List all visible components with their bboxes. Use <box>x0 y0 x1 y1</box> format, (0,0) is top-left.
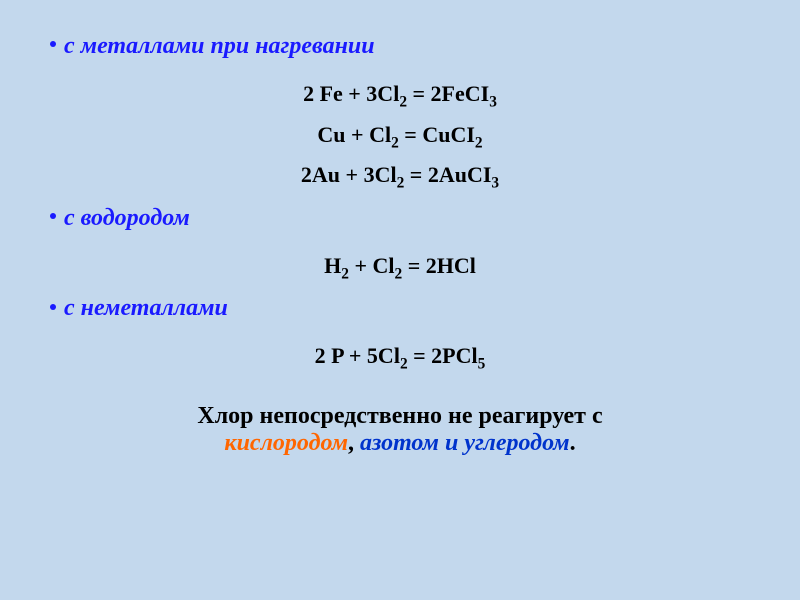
equation-block-metals: 2 Fe + 3Cl2 = 2FeCI3 Cu + Cl2 = CuCI2 2A… <box>50 75 750 197</box>
equation-block-nonmetals: 2 P + 5Cl2 = 2PCl5 <box>50 337 750 378</box>
footer-period: . <box>570 430 576 456</box>
equation-line: H2 + Cl2 = 2HCl <box>50 247 750 288</box>
equation-line: 2 P + 5Cl2 = 2PCl5 <box>50 337 750 378</box>
footer-statement: Хлор непосредственно не реагирует с кисл… <box>50 403 750 457</box>
header-text-hydrogen: с водородом <box>64 205 190 231</box>
section-header-nonmetals: с неметаллами <box>50 295 750 322</box>
equation-h2: H2 + Cl2 = 2HCl <box>50 247 750 288</box>
section-header-hydrogen: с водородом <box>50 205 750 232</box>
bullet-icon <box>50 213 56 219</box>
equation-line: 2 Fe + 3Cl2 = 2FeCI3 Cu + Cl2 = CuCI2 2A… <box>50 75 750 197</box>
header-text-nonmetals: с неметаллами <box>64 295 228 321</box>
equation-cu: Cu + Cl2 = CuCI2 <box>50 116 750 157</box>
footer-and: и <box>439 430 464 456</box>
equation-fe: 2 Fe + 3Cl2 = 2FeCI3 <box>50 75 750 116</box>
bullet-icon <box>50 41 56 47</box>
equation-p: 2 P + 5Cl2 = 2PCl5 <box>50 337 750 378</box>
header-text-metals: с металлами при нагревании <box>64 33 375 59</box>
footer-carbon: углеродом <box>464 430 569 456</box>
footer-comma: , <box>348 430 360 456</box>
footer-oxygen: кислородом <box>224 430 348 456</box>
bullet-icon <box>50 304 56 310</box>
footer-main-text: Хлор непосредственно не реагирует с <box>197 403 602 429</box>
equation-block-hydrogen: H2 + Cl2 = 2HCl <box>50 247 750 288</box>
equation-au: 2Au + 3Cl2 = 2AuCI3 <box>50 156 750 197</box>
footer-nitrogen: азотом <box>360 430 439 456</box>
section-header-metals: с металлами при нагревании <box>50 33 750 60</box>
